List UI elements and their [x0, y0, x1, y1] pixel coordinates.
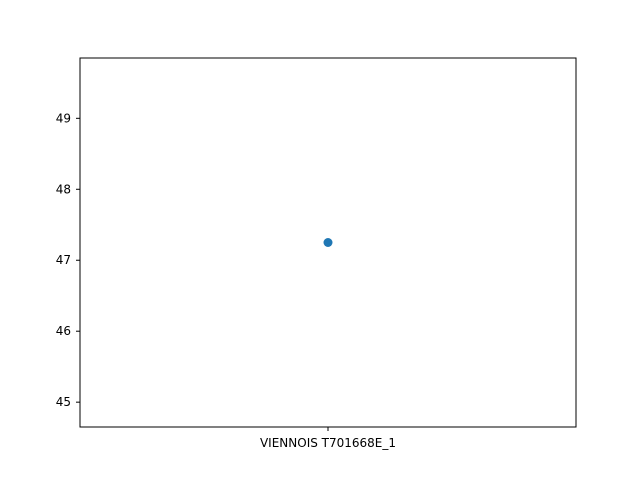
y-tick-label: 45	[56, 395, 71, 409]
x-tick-label: VIENNOIS T701668E_1	[260, 436, 396, 450]
y-axis-ticks: 45 46 47 48 49	[56, 111, 80, 409]
y-tick-label: 49	[56, 111, 71, 125]
y-tick-label: 47	[56, 253, 71, 267]
data-points	[323, 238, 333, 247]
plot-frame	[79, 57, 577, 428]
x-axis-ticks: VIENNOIS T701668E_1	[260, 427, 396, 450]
data-point	[323, 238, 333, 247]
y-tick-label: 46	[56, 324, 71, 338]
y-tick-label: 48	[56, 182, 71, 196]
